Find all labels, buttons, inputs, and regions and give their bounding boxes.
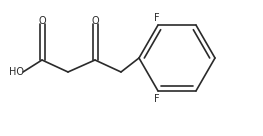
Text: HO: HO <box>8 67 23 77</box>
Text: F: F <box>154 13 160 23</box>
Text: F: F <box>154 94 160 104</box>
Text: O: O <box>91 16 99 26</box>
Text: O: O <box>38 16 46 26</box>
